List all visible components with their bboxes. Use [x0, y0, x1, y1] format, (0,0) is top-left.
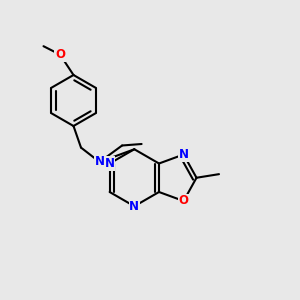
Text: N: N: [105, 157, 115, 170]
Text: O: O: [178, 194, 189, 208]
Text: N: N: [178, 148, 189, 161]
Text: N: N: [94, 155, 105, 169]
Text: O: O: [55, 48, 65, 61]
Text: N: N: [129, 200, 139, 213]
